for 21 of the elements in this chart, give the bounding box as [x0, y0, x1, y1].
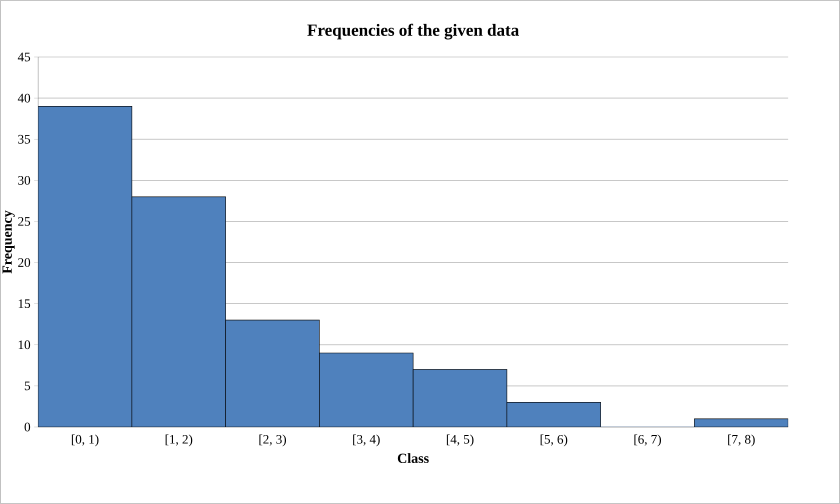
y-tick-label: 10 — [18, 340, 30, 350]
x-tick-label: [2, 3) — [259, 434, 286, 446]
y-tick-label: 30 — [18, 176, 30, 185]
y-tick-label: 25 — [18, 217, 30, 226]
x-tick-label: [0, 1) — [72, 434, 99, 446]
y-tick-label: 20 — [18, 258, 30, 267]
y-tick-label: 35 — [18, 134, 30, 144]
x-tick-label: [3, 4) — [353, 434, 380, 446]
y-tick-label: 5 — [24, 382, 30, 390]
x-tick-label: [5, 6) — [540, 434, 568, 446]
chart-title: Frequencies of the given data — [307, 24, 519, 40]
y-tick-label: 0 — [24, 422, 30, 432]
y-tick-label: 45 — [18, 52, 30, 62]
y-tick-label: 15 — [18, 299, 30, 308]
x-tick-label: [1, 2) — [166, 434, 192, 446]
y-tick-label: 40 — [18, 94, 30, 102]
x-axis-title: Class — [398, 453, 429, 464]
x-tick-label: [4, 5) — [446, 434, 474, 446]
x-tick-label: [6, 7) — [634, 434, 662, 446]
y-axis-title: Frequency — [2, 210, 15, 274]
x-tick-label: [7, 8) — [728, 434, 755, 446]
